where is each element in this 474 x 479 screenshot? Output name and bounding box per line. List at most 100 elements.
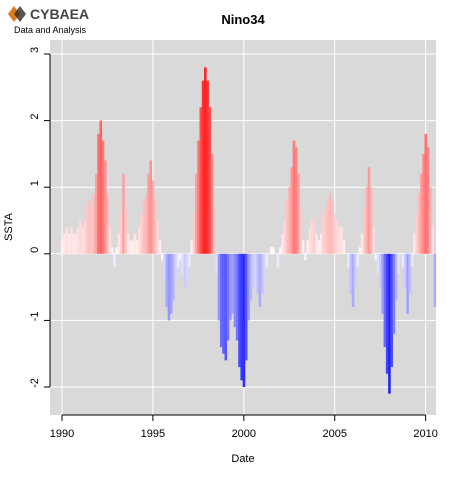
bar <box>122 173 125 254</box>
bar <box>106 193 109 254</box>
bar <box>281 233 284 254</box>
bar <box>190 240 193 254</box>
bar <box>160 253 164 261</box>
bar <box>251 253 255 288</box>
bar <box>304 253 307 261</box>
bar <box>199 107 203 254</box>
bar <box>294 147 298 254</box>
bar <box>265 253 268 268</box>
x-tick-label: 1995 <box>141 428 165 440</box>
bar <box>394 253 398 301</box>
bar <box>324 207 328 254</box>
bar <box>108 227 112 254</box>
bar <box>231 253 234 314</box>
bar <box>183 253 187 288</box>
bar <box>169 253 173 314</box>
bar <box>92 193 96 254</box>
bar <box>151 180 155 254</box>
bar <box>158 240 162 254</box>
bar <box>431 227 434 254</box>
bar <box>349 253 353 294</box>
bar <box>244 253 248 361</box>
bar <box>308 227 312 254</box>
bar <box>90 207 93 254</box>
bar <box>276 253 280 268</box>
bar <box>301 240 305 254</box>
bar <box>326 200 330 254</box>
bar <box>369 187 373 254</box>
bar <box>329 193 332 254</box>
logo-icon <box>14 6 26 22</box>
bar <box>360 233 364 254</box>
bar <box>313 213 316 254</box>
bar <box>113 253 116 268</box>
bar <box>413 233 416 254</box>
bar <box>213 207 216 254</box>
bar <box>365 187 368 254</box>
bar <box>124 207 128 254</box>
bar <box>433 253 437 308</box>
bar <box>117 233 121 254</box>
bar <box>83 220 87 254</box>
bar <box>299 207 303 254</box>
y-tick-label: 3 <box>29 47 41 53</box>
bar <box>94 173 98 254</box>
bar <box>331 200 334 254</box>
bar <box>424 133 428 254</box>
y-tick-label: -1 <box>29 312 41 322</box>
y-tick-label: 2 <box>29 114 41 120</box>
logo-name: CYBAEA <box>30 6 89 22</box>
bar <box>142 200 146 254</box>
x-tick-label: 2000 <box>232 428 256 440</box>
bar <box>347 253 350 268</box>
bar <box>406 253 409 314</box>
bar <box>65 227 68 254</box>
bar <box>147 173 150 254</box>
bar <box>133 233 137 254</box>
bar <box>422 153 425 254</box>
bar <box>188 253 191 268</box>
bar <box>81 227 84 254</box>
bar <box>340 227 343 254</box>
bar <box>229 253 232 321</box>
bar <box>167 253 171 321</box>
bar <box>165 253 168 308</box>
bar <box>342 240 346 254</box>
x-tick-label: 1990 <box>50 428 74 440</box>
bar <box>192 213 196 254</box>
bar <box>79 220 82 254</box>
bar <box>408 253 412 294</box>
bar <box>74 233 78 254</box>
bar <box>247 253 250 321</box>
y-axis-label: SSTA <box>3 212 15 241</box>
bar <box>76 227 80 254</box>
bar <box>306 240 309 254</box>
bar <box>101 140 105 254</box>
y-tick-label: 1 <box>29 180 41 186</box>
bar <box>242 253 246 388</box>
bar <box>219 253 223 348</box>
bar <box>208 107 212 254</box>
bar <box>185 253 189 281</box>
bar <box>115 247 118 254</box>
bar <box>233 253 237 328</box>
chart-title: Nino34 <box>221 12 265 27</box>
bar <box>110 247 114 254</box>
bar <box>226 253 230 341</box>
bar <box>335 220 339 254</box>
bar <box>260 253 264 294</box>
bar <box>363 207 366 254</box>
bar <box>163 253 166 281</box>
bar <box>290 167 293 254</box>
bar <box>383 253 387 348</box>
bar <box>140 213 143 254</box>
bar <box>224 253 228 361</box>
bar <box>149 160 153 254</box>
bar <box>258 253 262 308</box>
x-tick-label: 2005 <box>322 428 346 440</box>
bar <box>63 233 66 254</box>
bar <box>172 253 175 301</box>
logo-tagline: Data and Analysis <box>14 25 87 35</box>
bar <box>354 253 357 288</box>
bar <box>154 200 157 254</box>
